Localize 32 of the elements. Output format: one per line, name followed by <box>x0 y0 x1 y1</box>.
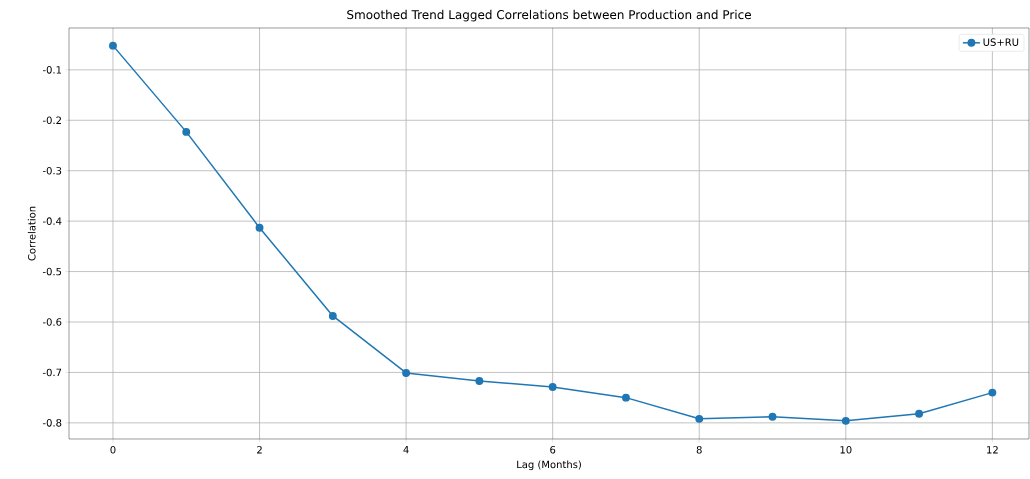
y-tick-label: -0.4 <box>42 217 62 225</box>
x-tick-label: 6 <box>550 446 556 454</box>
point <box>475 377 484 385</box>
chart-title: Smoothed Trend Lagged Correlations between Production and Price <box>347 9 751 22</box>
y-axis-title: Correlation <box>27 206 36 261</box>
point <box>695 414 704 423</box>
y-tick-label: -0.2 <box>42 116 61 125</box>
y-tick-label: -0.5 <box>42 267 62 276</box>
y-tick-label: -0.8 <box>42 419 62 427</box>
point <box>622 393 630 402</box>
y-tick-label: -0.3 <box>42 166 62 175</box>
x-tick-label: 10 <box>840 446 852 454</box>
x-axis-title: Lag (Months) <box>517 460 581 471</box>
x-tick-label: 8 <box>696 446 702 454</box>
x-tick-label: 4 <box>403 446 409 454</box>
point <box>841 416 850 425</box>
y-tick-label: -0.7 <box>42 368 62 377</box>
legend-label: US+RU <box>983 38 1019 46</box>
point <box>402 368 411 377</box>
point <box>328 312 337 320</box>
point <box>988 388 997 397</box>
x-tick-label: 0 <box>110 446 116 454</box>
y-tick-label: -0.6 <box>42 318 62 326</box>
point <box>915 409 924 418</box>
x-tick-label: 12 <box>987 446 998 454</box>
point <box>182 127 191 136</box>
point <box>109 41 117 50</box>
y-tick-label: -0.1 <box>42 66 62 74</box>
point <box>768 412 777 421</box>
point <box>548 383 557 392</box>
point <box>255 223 264 232</box>
x-tick-label: 2 <box>257 446 262 454</box>
